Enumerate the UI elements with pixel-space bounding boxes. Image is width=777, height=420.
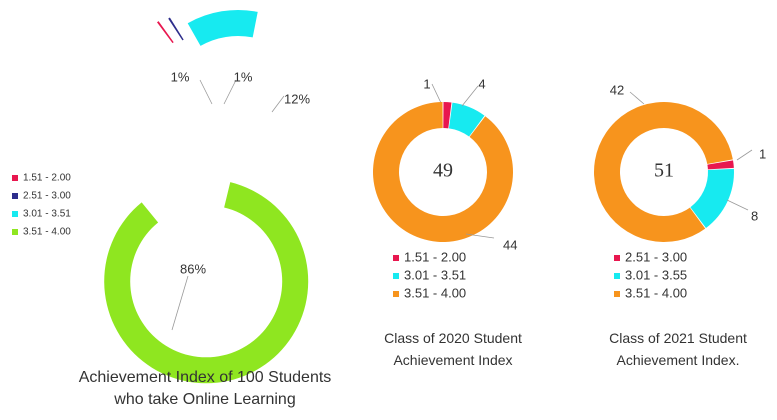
class-2021-donut-chart: 1 2.51 - 3.00 8 3.01 - 3.55 42 3.51 - 4.00 51 C… xyxy=(594,82,766,368)
slice-1-51-2-00 xyxy=(156,21,174,44)
leader-line xyxy=(465,233,495,239)
chart-title-line: Class of 2020 Student xyxy=(384,330,522,346)
legend-entry-3-01-3-51: 3.01 - 3.51 xyxy=(404,267,466,282)
leader-line xyxy=(431,83,442,104)
slice-3-01-3-55 xyxy=(690,168,734,228)
data-label-1-51-2-00: 1 xyxy=(423,76,430,91)
legend-entry-3-51-4-00: 3.51 - 4.00 xyxy=(404,285,466,300)
legend-entry-3-51-4-00: 3.51 - 4.00 xyxy=(23,227,71,238)
leader-line xyxy=(199,79,213,105)
legend-entry-2-51-3-00: 2.51 - 3.00 xyxy=(23,191,71,202)
legend-swatch xyxy=(12,175,18,181)
data-label-2-51-3-00: 1% xyxy=(234,69,253,84)
slice-3-51-4-00 xyxy=(373,102,514,243)
legend-swatch xyxy=(393,255,399,261)
legend-entry-3-01-3-55: 3.01 - 3.55 xyxy=(625,267,687,282)
data-label-3-51-4-00: 44 xyxy=(503,237,517,252)
slice-3-51-4-00 xyxy=(594,102,733,243)
data-label-3-51-4-00: 42 xyxy=(610,82,624,97)
chart-title-line: Achievement Index. xyxy=(617,352,740,368)
center-total-label: 49 xyxy=(433,160,453,182)
legend-entry-3-51-4-00: 3.51 - 4.00 xyxy=(625,285,687,300)
legend-swatch xyxy=(614,291,620,297)
legend-entry-3-01-3-51: 3.01 - 3.51 xyxy=(23,209,71,220)
legend-swatch xyxy=(12,229,18,235)
legend-swatch xyxy=(12,211,18,217)
slice-1-51-2-00 xyxy=(443,102,452,129)
leader-line xyxy=(171,275,189,331)
slice-3-01-3-51 xyxy=(448,102,485,137)
data-label-3-51-4-00: 86% xyxy=(180,261,206,276)
center-total-label: 51 xyxy=(654,160,674,182)
data-label-1-51-2-00: 1% xyxy=(171,69,190,84)
chart-title-line: Class of 2021 Student xyxy=(609,330,747,346)
slice-2-51-3-00 xyxy=(168,17,184,41)
legend-swatch xyxy=(393,273,399,279)
slice-3-01-3-51 xyxy=(187,9,258,46)
chart-title-line: Achievement Index xyxy=(393,352,512,368)
leader-line xyxy=(629,91,645,105)
legend-entry-2-51-3-00: 2.51 - 3.00 xyxy=(625,249,687,264)
leader-line xyxy=(736,149,753,161)
chart-title-line: Achievement Index of 100 Students xyxy=(79,369,332,386)
data-label-2-51-3-00: 1 xyxy=(759,146,766,161)
slice-2-51-3-00 xyxy=(707,160,734,170)
legend-swatch xyxy=(393,291,399,297)
leader-line xyxy=(726,199,749,211)
data-label-3-01-3-51: 4 xyxy=(478,76,485,91)
data-label-3-01-3-51: 12% xyxy=(284,91,310,106)
legend-entry-1-51-2-00: 1.51 - 2.00 xyxy=(23,173,71,184)
legend-swatch xyxy=(12,193,18,199)
class-2020-donut-chart: 1 1.51 - 2.00 4 3.01 - 3.51 44 3.51 - 4.00 49 C… xyxy=(373,76,522,368)
slice-3-51-4-00 xyxy=(104,182,309,384)
overall-achievement-donut-chart: 1% 1.51 - 2.00 1% 2.51 - 3.00 12% 3.01 - 3.51… xyxy=(12,9,332,408)
legend-entry-1-51-2-00: 1.51 - 2.00 xyxy=(404,249,466,264)
legend-swatch xyxy=(614,273,620,279)
leader-line xyxy=(223,79,237,105)
chart-title-line: who take Online Learning xyxy=(113,391,295,408)
data-label-3-01-3-55: 8 xyxy=(751,208,758,223)
legend-swatch xyxy=(614,255,620,261)
leader-line xyxy=(271,95,285,113)
leader-line xyxy=(461,85,479,107)
